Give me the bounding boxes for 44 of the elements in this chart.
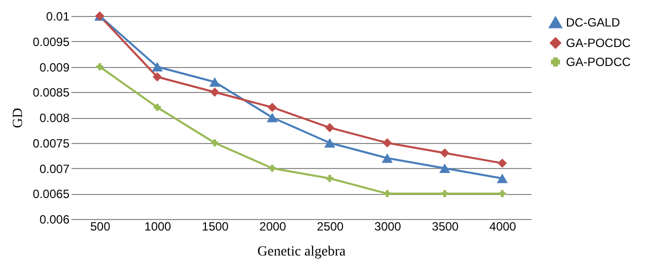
point <box>96 63 104 70</box>
x-tick-label: 2500 <box>316 220 344 234</box>
point <box>152 72 162 82</box>
x-tick-label: 500 <box>90 220 111 234</box>
y-tick-label: 0.0075 <box>32 136 70 150</box>
y-tick-label: 0.006 <box>39 212 70 226</box>
point <box>496 174 508 184</box>
legend-label: GA-PODCC <box>566 55 632 69</box>
x-tick-label: 1000 <box>144 220 172 234</box>
point <box>324 138 336 148</box>
y-tick-label: 0.009 <box>39 60 70 74</box>
point <box>382 153 393 163</box>
point <box>498 190 506 198</box>
point <box>325 123 334 132</box>
y-tick-label: 0.01 <box>46 10 70 24</box>
x-tick-label: 3500 <box>432 220 459 234</box>
point <box>382 138 392 148</box>
point <box>152 62 163 72</box>
legend-label: DC-GALD <box>566 16 620 30</box>
y-tick-label: 0.0085 <box>32 86 70 100</box>
point <box>210 88 220 97</box>
y-tick-label: 0.007 <box>39 162 70 176</box>
point <box>268 164 276 172</box>
legend-label: GA-POCDC <box>566 36 632 50</box>
point <box>440 148 450 158</box>
x-tick-label: 4000 <box>489 220 516 234</box>
y-tick-label: 0.008 <box>39 111 70 125</box>
point <box>439 164 450 173</box>
x-axis-title: Genetic algebra <box>257 244 346 260</box>
point <box>441 190 448 198</box>
point <box>266 112 278 122</box>
point <box>384 190 391 198</box>
y-tick-label: 0.0095 <box>32 34 70 49</box>
y-axis-title: GD <box>10 108 26 128</box>
y-tick-label: 0.0065 <box>32 187 70 202</box>
x-tick-label: 2000 <box>259 220 286 234</box>
point <box>211 139 218 146</box>
x-tick-label: 3000 <box>374 220 402 234</box>
point <box>498 158 507 168</box>
point <box>326 174 334 182</box>
point <box>154 104 161 111</box>
x-tick-label: 1500 <box>202 220 229 234</box>
point <box>268 102 277 112</box>
point <box>209 77 220 87</box>
